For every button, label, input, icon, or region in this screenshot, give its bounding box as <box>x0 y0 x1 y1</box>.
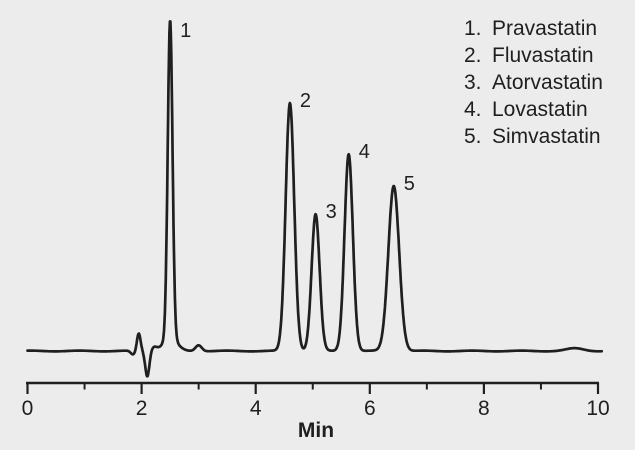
legend-item-number: 4. <box>464 98 482 121</box>
peak-label: 3 <box>325 201 337 224</box>
x-tick-label: 0 <box>21 397 34 420</box>
legend-item: 1. Pravastatin <box>464 15 603 42</box>
peak-label: 1 <box>180 20 192 42</box>
legend-item-number: 3. <box>464 71 482 94</box>
legend-item-name: Atorvastatin <box>492 71 603 94</box>
legend-item-number: 5. <box>464 125 482 148</box>
signal-trace <box>26 20 604 378</box>
legend-item-name: Pravastatin <box>492 17 598 40</box>
legend-item-name: Lovastatin <box>492 98 588 121</box>
peak-label: 2 <box>299 89 312 112</box>
x-tick-label: 4 <box>249 397 262 420</box>
legend-item: 5. Simvastatin <box>464 123 603 150</box>
legend-item-name: Simvastatin <box>492 125 601 148</box>
peak-label: 5 <box>403 172 415 195</box>
legend-item: 2. Fluvastatin <box>464 42 603 69</box>
x-axis-title: Min <box>297 419 335 442</box>
x-tick-label: 2 <box>135 397 148 420</box>
peak-label: 4 <box>358 140 370 163</box>
x-tick-label: 10 <box>586 397 610 420</box>
legend-item-number: 2. <box>464 44 482 67</box>
legend-item-name: Fluvastatin <box>492 44 594 67</box>
legend-item: 4. Lovastatin <box>464 96 603 123</box>
legend: 1. Pravastatin 2. Fluvastatin 3. Atorvastatin… <box>464 15 603 150</box>
x-tick-label: 8 <box>478 397 490 420</box>
x-tick-label: 6 <box>363 397 376 420</box>
legend-item-number: 1. <box>464 17 482 40</box>
legend-item: 3. Atorvastatin <box>464 69 603 96</box>
